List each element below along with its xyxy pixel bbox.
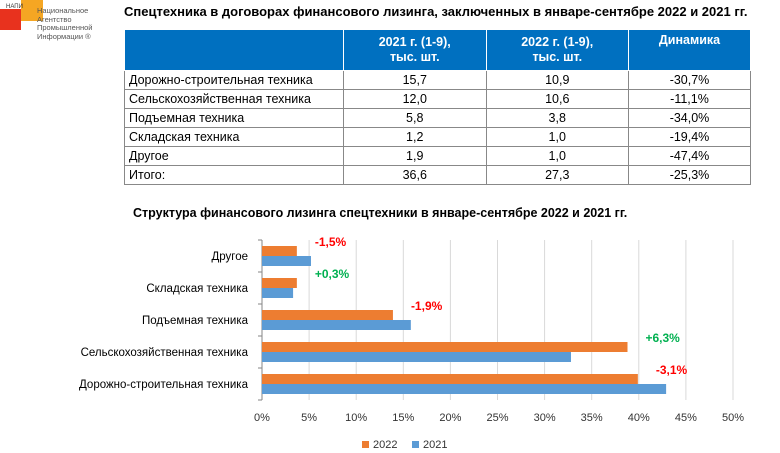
table-header-row: 2021 г. (1-9), тыс. шт. 2022 г. (1-9), тыс… <box>124 29 751 71</box>
bar-2021 <box>262 288 294 298</box>
logo-line: Промышленной <box>37 23 93 32</box>
logo-line: Информации ® <box>37 31 91 41</box>
header-text: тыс. шт. <box>532 50 583 64</box>
header-text: тыс. шт. <box>389 50 440 64</box>
change-label: -1,5% <box>315 235 347 249</box>
napi-logo: НАПИ Национальное Агентство Промышленной… <box>0 0 120 50</box>
change-label: +6,3% <box>645 331 680 345</box>
change-label: -1,9% <box>411 299 443 313</box>
bar-2021 <box>262 256 311 266</box>
x-tick-label: 15% <box>392 412 414 424</box>
bar-2021 <box>262 384 667 394</box>
row-label: Другое <box>124 146 344 166</box>
logo-line: Национальное <box>37 6 89 15</box>
x-tick-label: 10% <box>345 412 367 424</box>
logo-orange-square <box>21 0 43 21</box>
x-tick-label: 0% <box>254 412 270 424</box>
x-tick-label: 20% <box>439 412 461 424</box>
legend-swatch-2021 <box>412 441 419 448</box>
bar-2022 <box>262 246 297 256</box>
bar-2022 <box>262 342 628 352</box>
header-text: 2022 г. (1-9), <box>521 35 594 49</box>
table-title: Спецтехника в договорах финансового лизи… <box>124 4 748 19</box>
row-label: Итого: <box>124 165 344 185</box>
table-row: Сельскохозяйственная техника 12,0 10,6 -11,… <box>124 89 751 109</box>
legend-label-2021: 2021 <box>423 439 447 451</box>
logo-red-square <box>0 9 21 30</box>
legend-swatch-2022 <box>362 441 369 448</box>
header-2022: 2022 г. (1-9), тыс. шт. <box>485 29 629 71</box>
header-text: Динамика <box>658 33 721 47</box>
header-2021: 2021 г. (1-9), тыс. шт. <box>343 29 487 71</box>
x-tick-label: 40% <box>628 412 650 424</box>
category-label: Складская техника <box>146 283 248 295</box>
dynamics: -25,3% <box>628 165 751 185</box>
bar-2021 <box>262 352 571 362</box>
header-empty <box>124 29 344 71</box>
category-label: Подъемная техника <box>142 315 249 327</box>
header-dynamics: Динамика <box>628 29 751 71</box>
category-label: Дорожно-строительная техника <box>79 379 249 391</box>
table-row: Складская техника 1,2 1,0 -19,4% <box>124 127 751 147</box>
category-label: Сельскохозяйственная техника <box>81 347 249 359</box>
row-label: Складская техника <box>124 127 344 147</box>
value-2022: 27,3 <box>485 165 629 185</box>
x-tick-label: 5% <box>301 412 317 424</box>
logo-name: Национальное Агентство Промышленной Инфо… <box>37 6 93 41</box>
chart-title: Структура финансового лизинга спецтехник… <box>133 206 628 220</box>
bar-2022 <box>262 278 297 288</box>
table-row: Итого: 36,6 27,3 -25,3% <box>124 165 751 185</box>
logo-abbr: НАПИ <box>6 4 23 10</box>
change-label: -3,1% <box>656 363 688 377</box>
x-tick-label: 35% <box>581 412 603 424</box>
bar-2022 <box>262 310 393 320</box>
logo-line: Агентство <box>37 14 72 24</box>
value-2021: 36,6 <box>343 165 487 185</box>
header-text: 2021 г. (1-9), <box>378 35 451 49</box>
leasing-table: 2021 г. (1-9), тыс. шт. 2022 г. (1-9), тыс… <box>124 29 751 185</box>
x-tick-label: 25% <box>486 412 508 424</box>
table-row: Дорожно-строительная техника 15,7 10,9 -30,… <box>124 70 751 90</box>
value-2021: 5,8 <box>343 108 487 128</box>
x-tick-label: 50% <box>722 412 744 424</box>
bar-2022 <box>262 374 638 384</box>
table-row: Подъемная техника 5,8 3,8 -34,0% <box>124 108 751 128</box>
x-tick-label: 45% <box>675 412 697 424</box>
x-tick-label: 30% <box>534 412 556 424</box>
change-label: +0,3% <box>315 267 350 281</box>
bar-2021 <box>262 320 411 330</box>
category-label: Другое <box>211 251 248 263</box>
legend-label-2022: 2022 <box>373 439 397 451</box>
